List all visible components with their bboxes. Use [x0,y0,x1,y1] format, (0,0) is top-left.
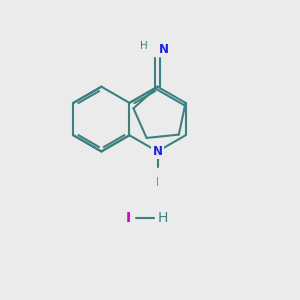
Text: N: N [159,43,169,56]
Text: I: I [125,211,130,225]
Text: |: | [156,176,159,185]
Text: N: N [152,145,163,158]
Text: H: H [140,41,148,51]
Text: H: H [158,211,168,225]
